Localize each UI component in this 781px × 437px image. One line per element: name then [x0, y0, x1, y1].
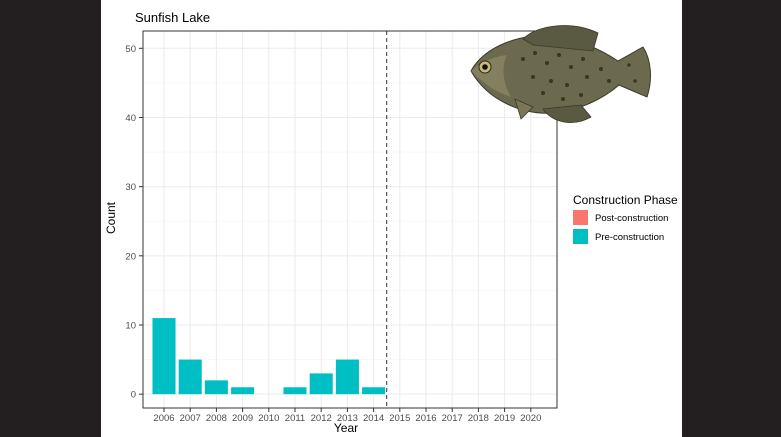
x-tick-label: 2009: [232, 413, 253, 424]
x-tick: 2020: [520, 408, 541, 424]
x-tick-label: 2018: [468, 413, 489, 424]
bar-2011: [283, 387, 307, 395]
chart-canvas: Sunfish Lake: [101, 0, 682, 437]
x-tick-label: 2020: [520, 413, 541, 424]
x-tick-label: 2007: [180, 413, 201, 424]
bar-2008: [204, 380, 228, 395]
bar-2009: [231, 387, 255, 395]
bar-2014: [362, 387, 386, 395]
plot-area: [142, 25, 651, 409]
y-tick-label: 30: [125, 182, 136, 193]
x-axis-label: Year: [334, 421, 358, 435]
y-tick: 50: [125, 44, 143, 55]
legend-label: Pre-construction: [595, 232, 664, 243]
x-tick-label: 2017: [442, 413, 463, 424]
y-tick-label: 50: [125, 44, 136, 55]
plot-panel: [143, 31, 557, 408]
x-tick-label: 2011: [285, 413, 305, 424]
x-tick: 2014: [363, 408, 384, 424]
y-tick: 20: [125, 251, 143, 262]
y-axis: 0 10 20 30 40 50: [125, 44, 143, 401]
x-tick-label: 2014: [363, 413, 384, 424]
crappie-fish-image: [470, 25, 651, 123]
chart-svg: Sunfish Lake: [104, 10, 678, 435]
x-tick: 2018: [468, 408, 489, 424]
x-tick: 2016: [415, 408, 437, 424]
bar-2007: [178, 359, 202, 395]
x-tick: 2010: [258, 408, 279, 424]
x-tick: 2017: [442, 408, 463, 424]
legend-label: Post-construction: [595, 213, 668, 224]
x-tick: 2008: [206, 408, 227, 424]
y-axis-label: Count: [104, 201, 118, 234]
y-tick: 30: [125, 182, 143, 193]
x-tick-label: 2015: [389, 413, 410, 424]
y-tick: 10: [125, 320, 143, 331]
y-tick-label: 0: [131, 390, 136, 401]
bar-2012: [309, 373, 333, 395]
bar-2013: [335, 359, 359, 395]
x-axis: 2006 2007 2008 2009 2010 2011 2012 2013 2014 2015…: [153, 408, 541, 424]
x-tick: 2009: [232, 408, 253, 424]
legend-item: Post-construction: [573, 210, 668, 225]
y-tick-label: 40: [125, 113, 136, 124]
bars: [152, 318, 386, 395]
x-tick: 2012: [311, 408, 332, 424]
legend: Construction Phase Post-construction Pre-…: [573, 193, 678, 244]
legend-title: Construction Phase: [573, 193, 678, 207]
x-tick: 2013: [337, 408, 358, 424]
y-tick-label: 10: [125, 320, 136, 331]
x-tick-label: 2008: [206, 413, 227, 424]
y-tick-label: 20: [125, 251, 136, 262]
x-tick: 2015: [389, 408, 410, 424]
x-tick-label: 2013: [337, 413, 358, 424]
legend-swatch: [573, 210, 588, 225]
grid-lines: [143, 31, 557, 408]
plot-border: [142, 30, 558, 409]
x-tick-label: 2012: [311, 413, 332, 424]
y-tick: 40: [125, 113, 143, 124]
x-tick-label: 2006: [153, 413, 174, 424]
legend-item: Pre-construction: [573, 229, 664, 244]
x-tick-label: 2019: [494, 413, 515, 424]
x-tick: 2011: [285, 408, 305, 424]
y-tick: 0: [131, 390, 143, 401]
x-tick-label: 2010: [258, 413, 279, 424]
bar-2006: [152, 318, 176, 395]
legend-swatch: [573, 229, 588, 244]
x-tick: 2006: [153, 408, 175, 424]
x-tick: 2007: [180, 408, 201, 424]
chart-title: Sunfish Lake: [135, 10, 210, 25]
x-tick-label: 2016: [415, 413, 436, 424]
x-tick: 2019: [494, 408, 515, 424]
